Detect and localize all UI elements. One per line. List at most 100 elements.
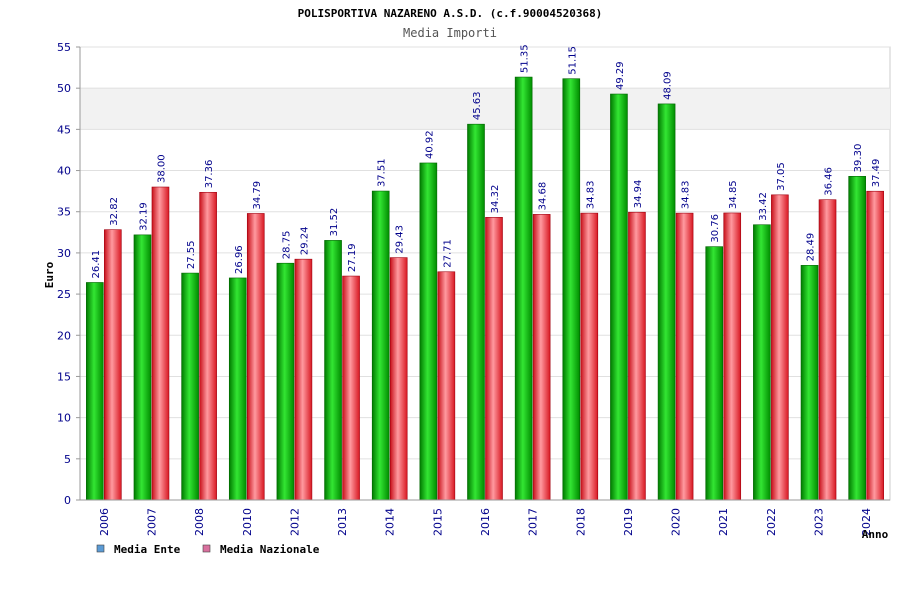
bar-media-ente	[181, 272, 199, 501]
x-tick-label: 2020	[670, 508, 683, 536]
bar-media-nazionale	[389, 257, 408, 501]
value-label: 34.94	[633, 180, 644, 209]
x-tick-label: 2019	[622, 508, 635, 536]
bar-media-ente	[562, 78, 581, 501]
value-label: 34.68	[538, 182, 549, 211]
value-label: 37.49	[871, 159, 882, 188]
value-label: 36.46	[824, 167, 835, 196]
bar-media-nazionale	[532, 214, 551, 501]
y-tick-label: 35	[57, 206, 71, 219]
chart-title: POLISPORTIVA NAZARENO A.S.D. (c.f.900045…	[298, 7, 603, 20]
bar-media-ente	[324, 240, 342, 501]
bar-media-nazionale	[675, 212, 694, 501]
bar-media-ente	[371, 190, 390, 501]
value-label: 34.79	[252, 181, 263, 210]
bar-media-ente	[753, 224, 771, 501]
legend-label: Media Nazionale	[220, 543, 320, 556]
y-tick-label: 20	[57, 329, 71, 342]
y-tick-label: 50	[57, 82, 71, 95]
value-label: 34.85	[728, 180, 739, 209]
x-tick-label: 2013	[336, 508, 349, 536]
bar-media-ente	[514, 76, 533, 501]
y-axis: 0 5 10 15 20 25 30 35 40 45 50 55	[57, 41, 81, 507]
value-label: 26.96	[234, 245, 245, 274]
value-label: 51.15	[567, 46, 578, 75]
x-axis: 2006 2007 2008 2010 2012 2013 2014 2015 2016 2017…	[80, 499, 890, 536]
x-tick-label: 2008	[193, 508, 206, 536]
bar-media-ente	[657, 103, 676, 501]
value-label: 27.71	[442, 239, 453, 268]
legend-label: Media Ente	[114, 543, 181, 556]
x-tick-label: 2024	[860, 508, 873, 536]
bar-media-nazionale	[818, 199, 837, 501]
value-label: 34.83	[681, 180, 692, 209]
y-axis-title: Euro	[43, 261, 56, 288]
value-label: 28.49	[806, 233, 817, 262]
value-label: 48.09	[663, 71, 674, 100]
bar-media-nazionale	[437, 271, 456, 501]
y-tick-label: 45	[57, 123, 71, 136]
x-tick-label: 2016	[479, 508, 492, 536]
value-label: 34.32	[490, 185, 501, 214]
bar-media-nazionale	[723, 212, 742, 501]
bar-media-nazionale	[485, 217, 503, 501]
value-label: 38.00	[156, 154, 167, 183]
bar-media-ente	[610, 93, 628, 501]
bar-media-nazionale	[294, 258, 313, 501]
x-tick-label: 2021	[717, 508, 730, 536]
x-tick-label: 2018	[574, 508, 587, 536]
x-tick-label: 2010	[241, 508, 254, 536]
y-tick-label: 15	[57, 370, 71, 383]
bar-media-nazionale	[866, 190, 884, 501]
value-label: 27.19	[347, 243, 358, 272]
value-label: 39.30	[853, 144, 864, 173]
value-label: 31.52	[329, 208, 340, 237]
y-tick-label: 10	[57, 412, 71, 425]
legend-swatch	[96, 544, 105, 553]
value-label: 45.63	[472, 92, 483, 121]
bar-media-ente	[848, 176, 866, 501]
x-tick-label: 2015	[431, 508, 444, 536]
x-tick-label: 2017	[527, 508, 540, 536]
value-label: 34.83	[585, 180, 596, 209]
bar-media-ente	[419, 162, 438, 501]
value-label: 33.42	[758, 192, 769, 221]
value-label: 51.35	[520, 44, 531, 73]
x-tick-label: 2007	[145, 508, 158, 536]
value-label: 37.05	[776, 162, 787, 191]
bar-media-nazionale	[246, 213, 265, 501]
x-tick-label: 2014	[384, 508, 397, 536]
bar-media-nazionale	[580, 212, 599, 501]
y-tick-label: 40	[57, 165, 71, 178]
y-tick-label: 55	[57, 41, 71, 54]
legend: Media Ente Media Nazionale	[96, 543, 320, 556]
bar-media-ente	[133, 234, 152, 501]
x-tick-label: 2022	[765, 508, 778, 536]
bars	[86, 76, 884, 501]
value-label: 29.24	[299, 227, 310, 256]
value-label: 37.36	[204, 160, 215, 189]
x-tick-label: 2006	[98, 508, 111, 536]
bar-media-ente	[800, 265, 819, 501]
chart-subtitle: Media Importi	[403, 26, 497, 40]
value-label: 32.82	[109, 197, 120, 226]
value-label: 28.75	[281, 231, 292, 260]
legend-swatch	[202, 544, 211, 553]
y-tick-label: 0	[64, 494, 71, 507]
bar-media-ente	[276, 262, 295, 501]
value-label: 27.55	[186, 240, 197, 269]
value-label: 37.51	[377, 158, 388, 187]
bar-media-nazionale	[104, 229, 122, 501]
value-label: 32.19	[138, 202, 149, 231]
y-tick-label: 30	[57, 247, 71, 260]
bar-media-nazionale	[771, 194, 789, 501]
value-label: 29.43	[395, 225, 406, 254]
value-label: 26.41	[91, 250, 102, 279]
x-tick-label: 2023	[813, 508, 826, 536]
bar-media-nazionale	[628, 211, 646, 501]
bar-media-ente	[467, 123, 485, 501]
value-label: 49.29	[615, 61, 626, 90]
y-tick-label: 25	[57, 288, 71, 301]
bar-media-nazionale	[199, 191, 217, 501]
